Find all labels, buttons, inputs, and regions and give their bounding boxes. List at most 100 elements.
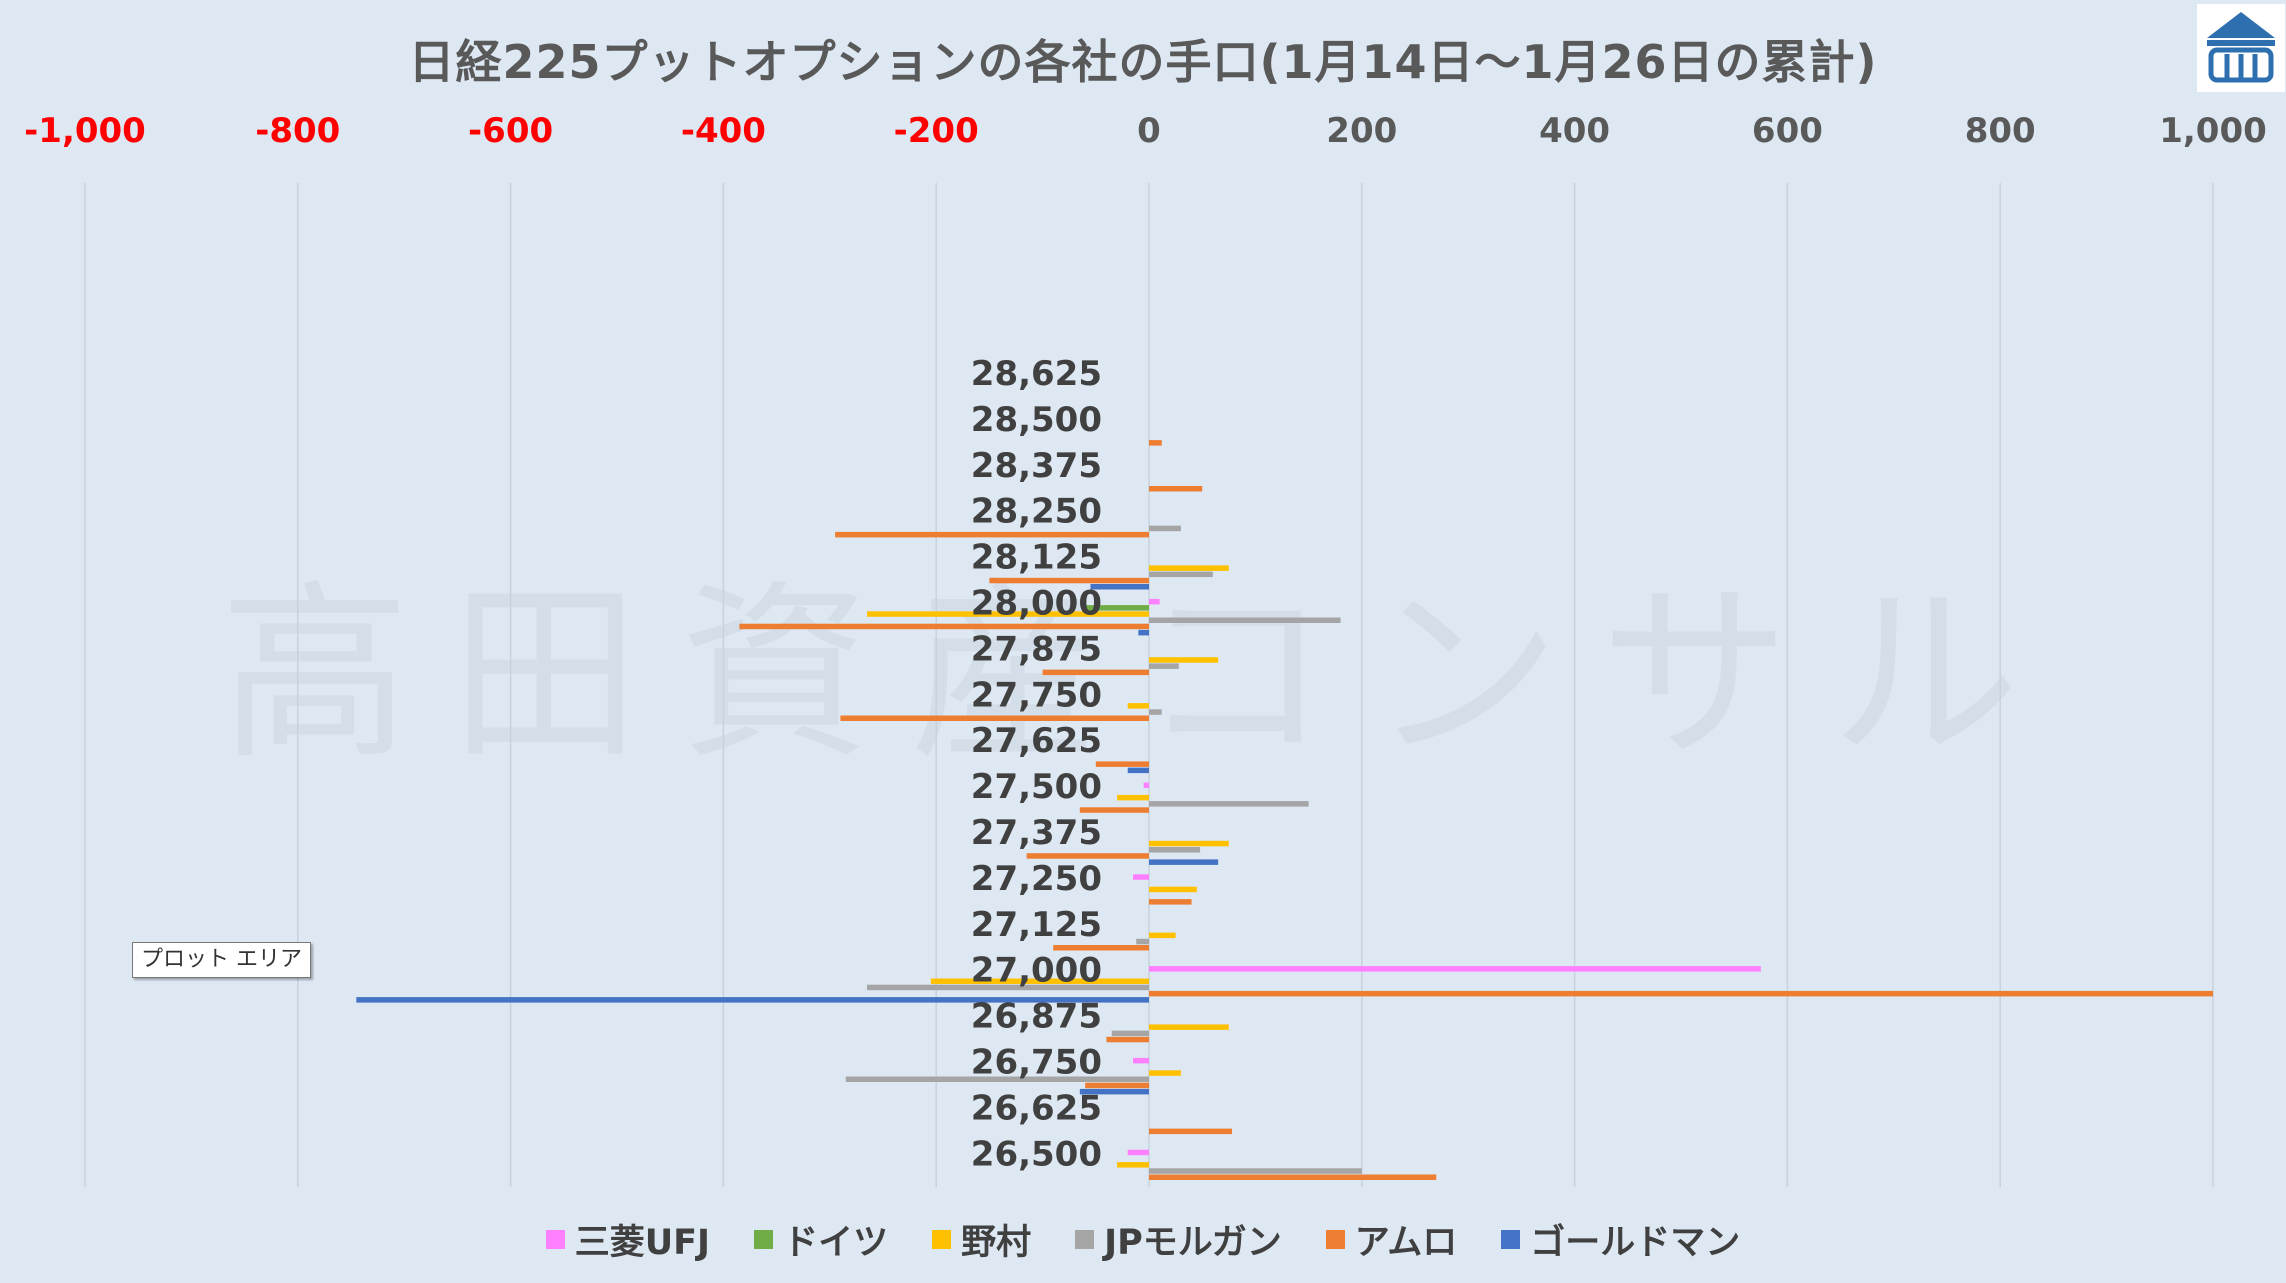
bar-野村-26,750[interactable] — [1149, 1070, 1181, 1076]
category-label: 27,750 — [971, 675, 1102, 715]
bar-三菱UFJ-27,250[interactable] — [1133, 874, 1149, 880]
legend-swatch — [754, 1230, 774, 1249]
bar-野村-27,125[interactable] — [1149, 932, 1176, 939]
bar-アムロ-27,625[interactable] — [1095, 761, 1149, 767]
bar-JPモルガン-28,125[interactable] — [1149, 571, 1213, 578]
x-tick-label: 200 — [1326, 111, 1397, 151]
category-label: 27,250 — [971, 859, 1102, 899]
x-tick-label: -800 — [255, 111, 340, 151]
x-tick-label: 800 — [1965, 111, 2036, 151]
bar-野村-26,875[interactable] — [1149, 1024, 1229, 1030]
bar-JPモルガン-27,125[interactable] — [1136, 938, 1149, 945]
bar-アムロ-27,000[interactable] — [1149, 990, 2213, 997]
category-label: 26,875 — [971, 997, 1102, 1037]
bar-JPモルガン-26,750[interactable] — [845, 1076, 1149, 1083]
bar-三菱UFJ-27,500[interactable] — [1143, 782, 1149, 789]
bar-三菱UFJ-28,000[interactable] — [1149, 598, 1160, 605]
legend-item[interactable]: JPモルガン — [1075, 1214, 1282, 1265]
category-label: 27,625 — [971, 721, 1102, 761]
bar-JPモルガン-27,375[interactable] — [1149, 847, 1201, 853]
bar-野村-27,500[interactable] — [1117, 794, 1149, 801]
bar-野村-27,000[interactable] — [930, 978, 1149, 985]
legend-swatch — [1501, 1230, 1521, 1249]
bar-JPモルガン-27,750[interactable] — [1149, 709, 1162, 715]
category-label: 28,000 — [971, 584, 1102, 624]
legend-item[interactable]: 三菱UFJ — [545, 1214, 711, 1265]
legend-swatch — [1325, 1230, 1345, 1249]
bar-JPモルガン-26,875[interactable] — [1111, 1030, 1149, 1037]
legend-label: 三菱UFJ — [574, 1223, 711, 1263]
bar-JPモルガン-27,500[interactable] — [1149, 801, 1309, 807]
x-tick-label: 600 — [1752, 111, 1823, 151]
x-tick-label: -400 — [681, 111, 766, 151]
legend-label: 野村 — [961, 1223, 1032, 1263]
bar-野村-28,125[interactable] — [1149, 565, 1229, 571]
logo-icon — [2207, 12, 2275, 83]
bar-ゴールドマン-28,000[interactable] — [1138, 629, 1149, 636]
bars — [356, 440, 2213, 1180]
bar-三菱UFJ-26,500[interactable] — [1127, 1149, 1149, 1156]
bar-アムロ-27,875[interactable] — [1042, 669, 1149, 676]
category-label: 27,125 — [971, 905, 1102, 945]
bar-アムロ-28,000[interactable] — [739, 623, 1149, 630]
bar-野村-27,375[interactable] — [1149, 840, 1229, 847]
x-tick-label: 400 — [1539, 111, 1610, 151]
plot-area[interactable]: -1,000 -800 -600 -400 -200 0 200 400 600 800 1,000… — [0, 0, 2286, 1200]
bar-野村-28,000[interactable] — [867, 611, 1149, 617]
category-labels: 28,625 28,500 28,375 28,250 28,125 28,000 27,8… — [971, 354, 1102, 1174]
bar-アムロ-27,500[interactable] — [1079, 807, 1149, 813]
category-label: 27,875 — [971, 629, 1102, 669]
bar-ゴールドマン-28,125[interactable] — [1090, 584, 1149, 590]
x-tick-label: 1,000 — [2159, 111, 2267, 151]
category-label: 27,000 — [971, 951, 1102, 991]
bar-アムロ-26,875[interactable] — [1106, 1036, 1149, 1043]
bar-野村-26,500[interactable] — [1117, 1162, 1149, 1168]
bar-アムロ-27,750[interactable] — [840, 715, 1149, 722]
bar-アムロ-28,500[interactable] — [1149, 440, 1162, 446]
bar-ゴールドマン-27,375[interactable] — [1149, 859, 1219, 865]
bar-アムロ-28,250[interactable] — [835, 531, 1149, 538]
bar-アムロ-26,625[interactable] — [1149, 1128, 1232, 1135]
bar-野村-27,250[interactable] — [1149, 886, 1197, 893]
legend-item[interactable]: ドイツ — [754, 1214, 888, 1265]
bar-アムロ-26,750[interactable] — [1085, 1082, 1149, 1089]
legend-item[interactable]: アムロ — [1325, 1214, 1458, 1265]
legend-label: JPモルガン — [1104, 1223, 1282, 1263]
category-label: 28,125 — [971, 538, 1102, 578]
category-label: 28,375 — [971, 446, 1102, 486]
legend-item[interactable]: ゴールドマン — [1501, 1214, 1740, 1265]
legend-swatch — [1075, 1230, 1095, 1249]
legend-swatch — [545, 1230, 565, 1249]
legend-label: ゴールドマン — [1530, 1223, 1741, 1263]
bar-ドイツ-28,000[interactable] — [1085, 605, 1149, 611]
bar-JPモルガン-27,875[interactable] — [1149, 663, 1179, 669]
bar-アムロ-28,125[interactable] — [989, 577, 1149, 584]
bar-ゴールドマン-27,000[interactable] — [356, 997, 1149, 1003]
bar-JPモルガン-27,000[interactable] — [867, 984, 1149, 991]
category-label: 26,500 — [971, 1134, 1102, 1174]
x-tick-label: 0 — [1137, 111, 1161, 151]
bar-野村-27,875[interactable] — [1149, 657, 1219, 663]
bar-アムロ-26,500[interactable] — [1149, 1174, 1437, 1181]
category-label: 27,500 — [971, 767, 1102, 807]
bar-JPモルガン-28,250[interactable] — [1149, 525, 1181, 532]
bar-ゴールドマン-27,625[interactable] — [1127, 767, 1149, 774]
x-tick-label: -200 — [894, 111, 979, 151]
bar-JPモルガン-26,500[interactable] — [1149, 1168, 1362, 1174]
bar-アムロ-27,375[interactable] — [1026, 853, 1149, 859]
bar-アムロ-27,250[interactable] — [1149, 899, 1192, 905]
legend: 三菱UFJ ドイツ 野村 JPモルガン アムロ ゴールドマン — [0, 1214, 2286, 1265]
bar-JPモルガン-28,000[interactable] — [1149, 617, 1341, 624]
bar-アムロ-28,375[interactable] — [1149, 486, 1203, 492]
plot-area-tooltip: プロット エリア — [132, 942, 311, 978]
legend-label: アムロ — [1354, 1223, 1458, 1263]
legend-item[interactable]: 野村 — [932, 1214, 1031, 1265]
bar-ゴールドマン-26,750[interactable] — [1079, 1088, 1149, 1095]
company-logo — [2197, 4, 2285, 92]
bar-三菱UFJ-26,750[interactable] — [1133, 1057, 1149, 1064]
x-tick-label: -600 — [468, 111, 553, 151]
bar-野村-27,750[interactable] — [1127, 703, 1149, 709]
bar-アムロ-27,125[interactable] — [1053, 945, 1149, 951]
bar-三菱UFJ-27,000[interactable] — [1149, 966, 1761, 972]
category-label: 27,375 — [971, 813, 1102, 853]
